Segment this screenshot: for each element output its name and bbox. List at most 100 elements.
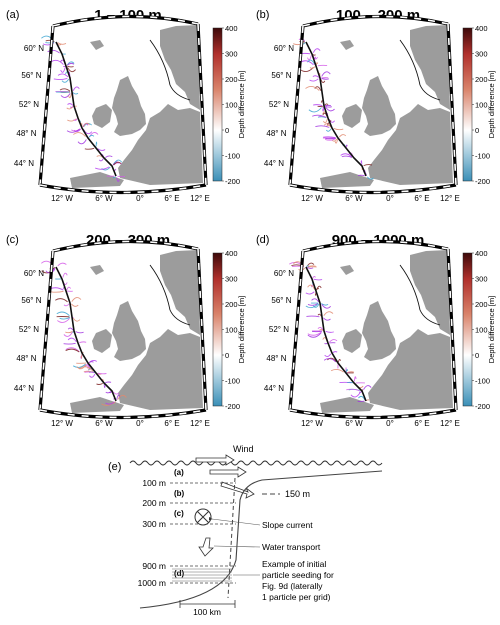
lon-label: 6° W xyxy=(95,194,113,203)
colorbar-tick: 300 xyxy=(225,50,238,59)
colorbar-tick: 400 xyxy=(225,24,238,33)
depth-label: 300 m xyxy=(142,519,166,529)
colorbar-tick: 0 xyxy=(225,351,229,360)
annotation: Fig. 9d (laterally xyxy=(262,581,323,591)
colorbar-tick: 0 xyxy=(225,126,229,135)
land xyxy=(160,250,200,335)
colorbar-tick: -100 xyxy=(475,152,490,161)
land xyxy=(112,301,146,361)
land xyxy=(320,397,374,413)
map-panel: (d) 900 – 1000 m60° N56° N52° N48° N44° N… xyxy=(256,232,496,428)
lat-label: 60° N xyxy=(24,44,44,53)
lon-label: 0° xyxy=(386,419,394,428)
colorbar-tick: 100 xyxy=(475,326,488,335)
land xyxy=(320,172,374,188)
colorbar-tick: 300 xyxy=(475,50,488,59)
lon-label: 0° xyxy=(136,194,144,203)
colorbar-tick: 400 xyxy=(475,249,488,258)
shelf-depth-label: 150 m xyxy=(285,489,310,499)
land xyxy=(342,104,362,128)
lon-label: 12° W xyxy=(51,194,73,203)
annotation: 1 particle per grid) xyxy=(262,592,331,602)
lon-label: 6° W xyxy=(95,419,113,428)
lat-label: 44° N xyxy=(264,384,284,393)
map-panel: (c) 200 – 300 m60° N56° N52° N48° N44° N1… xyxy=(6,232,246,428)
land xyxy=(340,40,354,50)
lon-label: 6° E xyxy=(164,194,179,203)
lon-label: 12° E xyxy=(440,419,460,428)
guide-line xyxy=(227,477,236,599)
colorbar-tick: 200 xyxy=(225,300,238,309)
lon-label: 12° E xyxy=(190,194,210,203)
land xyxy=(362,301,396,361)
wind-label: Wind xyxy=(233,444,254,454)
land xyxy=(90,40,104,50)
lat-label: 52° N xyxy=(269,100,289,109)
transport-arrow xyxy=(220,481,255,499)
map-frame xyxy=(196,23,208,186)
land xyxy=(160,25,200,110)
lat-label: 44° N xyxy=(14,384,34,393)
colorbar-tick: 400 xyxy=(475,24,488,33)
layer-label: (c) xyxy=(174,509,184,518)
layer-label: (b) xyxy=(174,489,185,498)
lon-label: 12° E xyxy=(190,419,210,428)
map-frame-dash xyxy=(39,409,207,419)
lat-label: 60° N xyxy=(274,269,294,278)
lon-label: 6° W xyxy=(345,194,363,203)
lat-label: 48° N xyxy=(266,129,286,138)
colorbar xyxy=(462,27,473,182)
map-frame-dash xyxy=(39,250,54,411)
land xyxy=(92,329,112,353)
lat-label: 44° N xyxy=(264,159,284,168)
colorbar-label: Depth difference [m] xyxy=(237,296,246,363)
lon-label: 6° E xyxy=(414,419,429,428)
map-frame-dash xyxy=(52,15,199,27)
map-frame-dash xyxy=(289,184,457,194)
lat-label: 56° N xyxy=(21,71,41,80)
lat-label: 48° N xyxy=(266,354,286,363)
layer-label: (a) xyxy=(174,468,184,477)
annotation: Example of initial xyxy=(262,559,326,569)
colorbar-tick: 400 xyxy=(225,249,238,258)
lat-label: 56° N xyxy=(271,71,291,80)
contour xyxy=(399,264,441,326)
map-frame-dash xyxy=(289,250,304,411)
panel-label: (c) xyxy=(6,234,19,246)
colorbar-tick: 300 xyxy=(475,275,488,284)
land xyxy=(410,25,450,110)
land xyxy=(118,104,203,185)
lon-label: 12° W xyxy=(301,194,323,203)
lon-label: 6° W xyxy=(345,419,363,428)
land xyxy=(368,104,453,185)
panel-label: (b) xyxy=(256,9,269,21)
panel-label: (a) xyxy=(6,9,19,21)
lat-label: 44° N xyxy=(14,159,34,168)
colorbar-label: Depth difference [m] xyxy=(487,71,496,138)
colorbar-tick: -200 xyxy=(475,402,490,411)
colorbar-tick: -100 xyxy=(225,152,240,161)
lon-label: 12° W xyxy=(301,419,323,428)
lat-label: 52° N xyxy=(19,325,39,334)
depth-label: 900 m xyxy=(142,561,166,571)
lon-label: 6° E xyxy=(164,419,179,428)
colorbar-tick: -100 xyxy=(225,377,240,386)
lon-label: 0° xyxy=(136,419,144,428)
lat-label: 60° N xyxy=(274,44,294,53)
lon-label: 6° E xyxy=(414,194,429,203)
land xyxy=(362,76,396,136)
land xyxy=(92,104,112,128)
map-frame xyxy=(446,23,458,186)
land xyxy=(112,76,146,136)
map-frame-dash xyxy=(52,240,199,252)
map-frame-dash xyxy=(302,15,449,27)
transport-arrow xyxy=(209,466,247,478)
land xyxy=(340,265,354,275)
lat-label: 52° N xyxy=(19,100,39,109)
seafloor-profile xyxy=(139,470,383,609)
colorbar-tick: 300 xyxy=(225,275,238,284)
slope-contour xyxy=(305,266,367,402)
map-panel: (b) 100 – 200 m60° N56° N52° N48° N44° N1… xyxy=(256,7,496,203)
depth-label: 100 m xyxy=(142,478,166,488)
